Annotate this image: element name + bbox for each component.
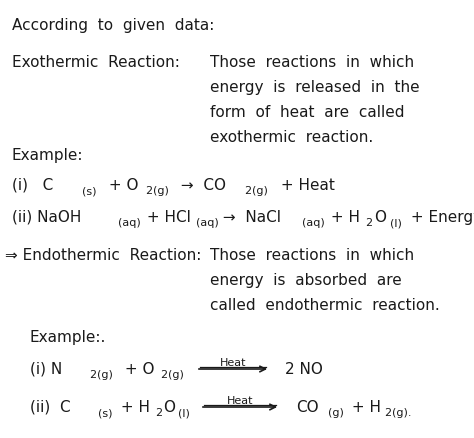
Text: (s): (s) [98,408,112,418]
Text: Those  reactions  in  which: Those reactions in which [210,248,414,263]
Text: →  NaCl: → NaCl [218,210,281,225]
Text: energy  is  absorbed  are: energy is absorbed are [210,273,402,288]
Text: (ii)  C: (ii) C [30,400,71,415]
Text: + H: + H [116,400,150,415]
Text: →  CO: → CO [176,178,226,193]
Text: + H: + H [326,210,360,225]
Text: (g): (g) [168,370,184,380]
Text: + Heat: + Heat [276,178,335,193]
Text: Those  reactions  in  which: Those reactions in which [210,55,414,70]
Text: (ii) NaOH: (ii) NaOH [12,210,82,225]
Text: 2: 2 [365,218,372,228]
Text: + HCl: + HCl [142,210,191,225]
Text: + O: + O [120,362,155,377]
Text: (g).: (g). [392,408,411,418]
Text: (i)   C: (i) C [12,178,53,193]
Text: Example:.: Example:. [30,330,106,345]
Text: ⇒ Endothermic  Reaction:: ⇒ Endothermic Reaction: [5,248,201,263]
Text: (i) N: (i) N [30,362,62,377]
Text: (l): (l) [178,408,190,418]
Text: (g): (g) [153,186,169,196]
Text: 2: 2 [244,186,251,196]
Text: 2: 2 [89,370,96,380]
Text: (s): (s) [82,186,97,196]
Text: Heat: Heat [227,396,253,406]
Text: Heat: Heat [220,358,246,368]
Text: form  of  heat  are  called: form of heat are called [210,105,404,120]
Text: (aq): (aq) [196,218,219,228]
Text: 2: 2 [160,370,167,380]
Text: (g): (g) [97,370,113,380]
Text: Example:: Example: [12,148,83,163]
Text: (g): (g) [252,186,268,196]
Text: 2: 2 [155,408,162,418]
Text: (aq): (aq) [118,218,141,228]
Text: (aq): (aq) [302,218,325,228]
Text: According  to  given  data:: According to given data: [12,18,214,33]
Text: O: O [163,400,175,415]
Text: + O: + O [104,178,138,193]
Text: (l): (l) [390,218,402,228]
Text: 2: 2 [145,186,152,196]
Text: called  endothermic  reaction.: called endothermic reaction. [210,298,440,313]
Text: 2: 2 [384,408,391,418]
Text: Exothermic  Reaction:: Exothermic Reaction: [12,55,180,70]
Text: CO: CO [296,400,319,415]
Text: (g): (g) [328,408,344,418]
Text: exothermic  reaction.: exothermic reaction. [210,130,373,145]
Text: O: O [374,210,386,225]
Text: energy  is  released  in  the: energy is released in the [210,80,419,95]
Text: + H: + H [347,400,381,415]
Text: 2 NO: 2 NO [285,362,323,377]
Text: + Energy: + Energy [406,210,474,225]
